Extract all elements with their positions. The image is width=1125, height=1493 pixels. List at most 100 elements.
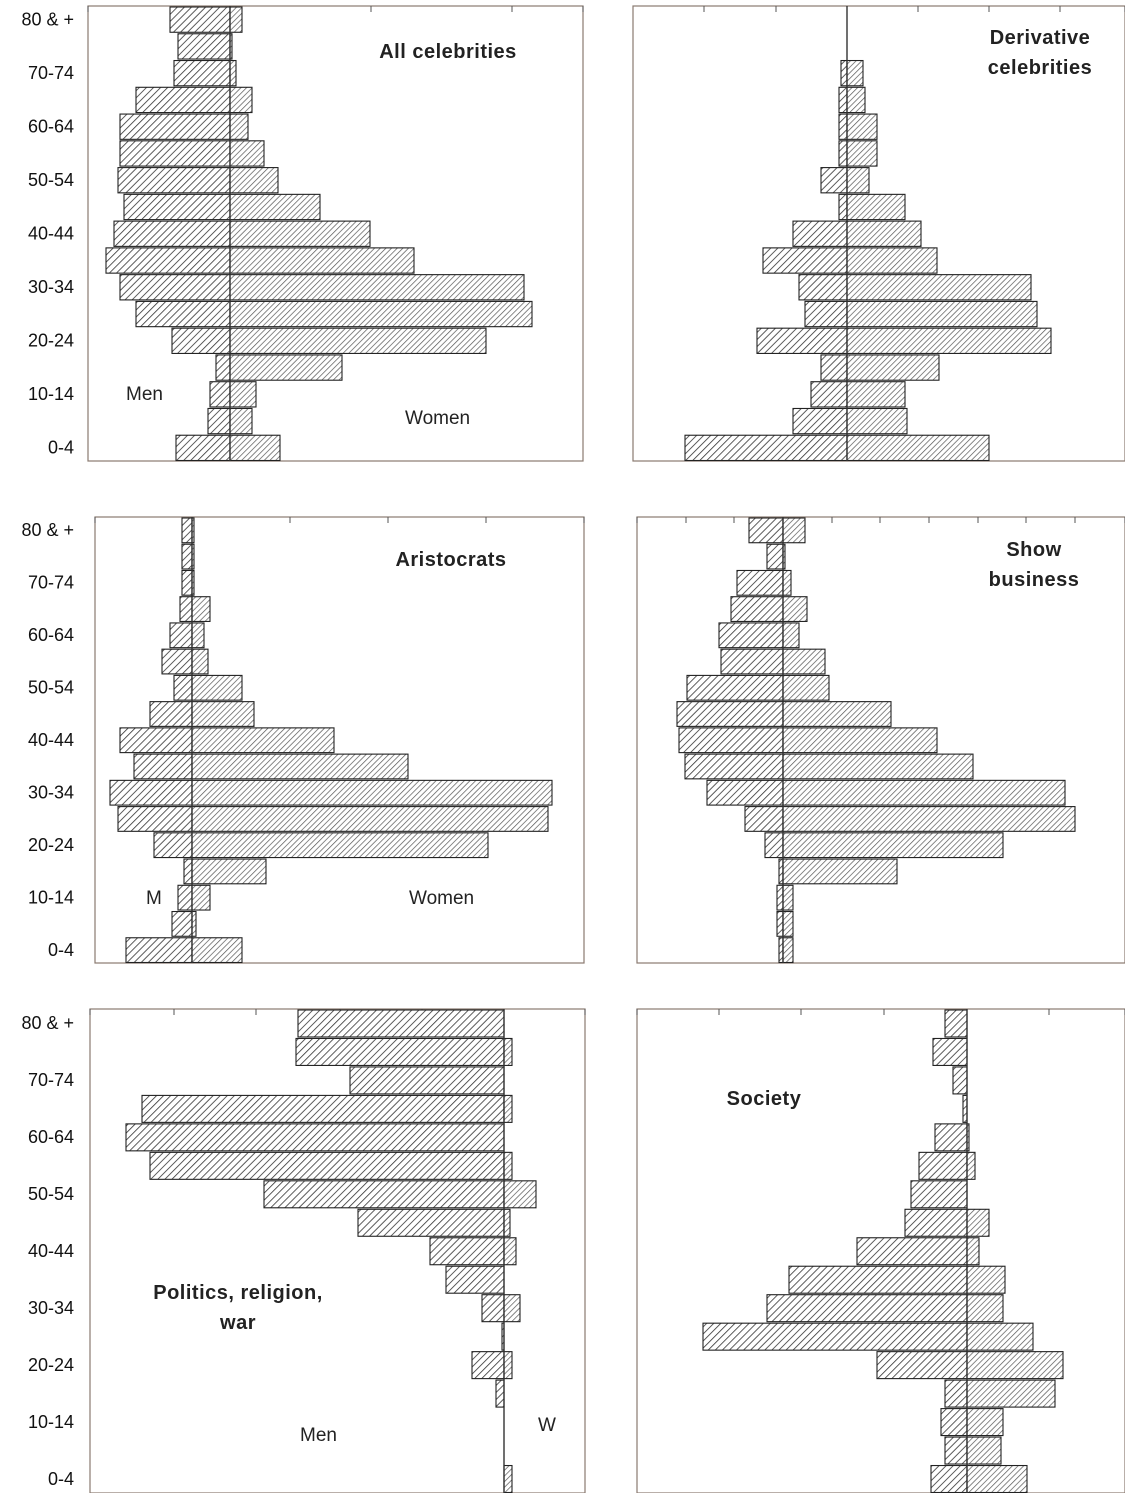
y-tick-label: 0-4 — [48, 940, 74, 960]
bar-women-30-34 — [846, 274, 1032, 301]
bar-women-20-24 — [966, 1351, 1064, 1380]
bar-men-65-69 — [730, 596, 784, 622]
bar-men-10-14 — [209, 381, 231, 408]
bar-women-40-44 — [782, 727, 938, 754]
y-tick-label: 70-74 — [28, 63, 74, 83]
bar-men-15-19 — [820, 354, 848, 381]
y-tick-label: 60-64 — [28, 116, 74, 136]
bar-men-35-39 — [105, 247, 231, 274]
bar-men-60-64 — [125, 1123, 505, 1152]
bar-women-25-29 — [782, 806, 1076, 832]
bar-women-15-19 — [782, 858, 898, 885]
bar-men-50-54 — [173, 674, 193, 701]
bar-women-15-19 — [229, 354, 343, 381]
panel-title: business — [989, 569, 1080, 591]
bar-men-35-39 — [762, 247, 848, 274]
bar-women-65-69 — [191, 596, 211, 622]
bar-men-55-59 — [838, 140, 848, 167]
bar-men-45-49 — [838, 193, 848, 221]
bar-men-75-79 — [766, 543, 784, 570]
bar-men-40-44 — [429, 1237, 505, 1266]
bar-women-35-39 — [191, 753, 409, 780]
bar-women-70-74 — [782, 569, 792, 596]
bar-men-55-59 — [720, 648, 784, 675]
bar-men-0-4 — [175, 434, 231, 462]
y-tick-label: 20-24 — [28, 835, 74, 855]
bar-men-50-54 — [686, 674, 784, 701]
bar-women-65-69 — [229, 86, 253, 114]
bar-women-0-4 — [846, 434, 990, 462]
bar-women-70-74 — [846, 59, 864, 87]
bar-women-45-49 — [503, 1208, 511, 1237]
bar-women-70-74 — [229, 59, 237, 87]
y-tick-label: 80 & + — [21, 520, 74, 540]
bar-women-65-69 — [846, 86, 866, 114]
bar-women-50-54 — [846, 167, 870, 194]
bar-women-40-44 — [229, 220, 371, 247]
bar-women-50-54 — [191, 674, 243, 701]
bar-men-60-64 — [934, 1123, 968, 1152]
bar-men-65-69 — [141, 1094, 505, 1123]
bar-women-25-29 — [229, 300, 533, 328]
bar-men-0-4 — [684, 434, 848, 462]
bar-men-60-64 — [838, 113, 848, 140]
y-tick-label: 60-64 — [28, 625, 74, 645]
label-men: Men — [126, 384, 163, 405]
bar-women-60-64 — [782, 622, 800, 649]
bar-women-40-44 — [846, 220, 922, 247]
bar-women-20-24 — [503, 1351, 513, 1380]
bar-men-20-24 — [471, 1351, 505, 1380]
bar-women-25-29 — [966, 1322, 1034, 1351]
bar-men-20-24 — [876, 1351, 968, 1380]
bar-women-35-39 — [966, 1265, 1006, 1294]
bar-men-25-29 — [117, 806, 193, 832]
bar-women-40-44 — [191, 727, 335, 754]
bar-men-50-54 — [820, 167, 848, 194]
bar-men-65-69 — [135, 86, 231, 114]
y-tick-label: 70-74 — [28, 1070, 74, 1090]
bar-men-70-74 — [349, 1066, 505, 1095]
bar-men-80 & + — [297, 1009, 505, 1038]
panel-title: Derivative — [990, 27, 1091, 49]
y-tick-label: 40-44 — [28, 1241, 74, 1261]
y-tick-label: 40-44 — [28, 730, 74, 750]
bar-women-45-49 — [966, 1208, 990, 1237]
bar-women-35-39 — [846, 247, 938, 274]
bar-men-10-14 — [776, 884, 784, 911]
bar-men-75-79 — [181, 543, 193, 570]
bar-men-70-74 — [173, 59, 231, 87]
bar-women-20-24 — [782, 832, 1004, 859]
bar-women-0-4 — [229, 434, 281, 462]
bar-men-20-24 — [171, 327, 231, 354]
bar-women-5-9 — [782, 910, 794, 937]
bar-men-40-44 — [113, 220, 231, 247]
bar-women-15-19 — [846, 354, 940, 381]
y-tick-label: 10-14 — [28, 1412, 74, 1432]
y-tick-label: 50-54 — [28, 1184, 74, 1204]
bar-women-50-54 — [503, 1180, 537, 1209]
bar-men-55-59 — [149, 1151, 505, 1180]
bar-men-0-4 — [125, 937, 193, 964]
bar-women-30-34 — [191, 779, 553, 806]
y-tick-label: 30-34 — [28, 782, 74, 802]
bar-men-0-4 — [930, 1464, 968, 1493]
panel-society: Society — [636, 1008, 1125, 1493]
bar-men-65-69 — [179, 596, 193, 622]
bar-men-60-64 — [119, 113, 231, 140]
bar-women-0-4 — [503, 1464, 513, 1493]
bar-women-50-54 — [229, 167, 279, 194]
bar-men-15-19 — [944, 1379, 968, 1408]
bar-men-5-9 — [944, 1436, 968, 1465]
bar-women-25-29 — [846, 300, 1038, 328]
bar-women-10-14 — [846, 381, 906, 408]
bar-men-25-29 — [135, 300, 231, 328]
bar-women-5-9 — [966, 1436, 1002, 1465]
bar-women-55-59 — [503, 1151, 513, 1180]
bar-men-70-74 — [840, 59, 848, 87]
y-tick-label: 70-74 — [28, 573, 74, 593]
panel-politics-religion-war: 0-4 10-14 20-24 30-34 40-44 50-54 60-64 70-74 80… — [21, 1008, 586, 1493]
bar-men-55-59 — [918, 1151, 968, 1180]
bar-women-55-59 — [966, 1151, 976, 1180]
bar-men-35-39 — [684, 753, 784, 780]
bar-women-10-14 — [966, 1408, 1004, 1437]
